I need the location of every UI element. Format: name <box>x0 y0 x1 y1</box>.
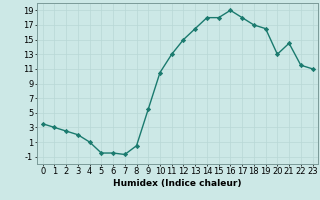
X-axis label: Humidex (Indice chaleur): Humidex (Indice chaleur) <box>113 179 242 188</box>
